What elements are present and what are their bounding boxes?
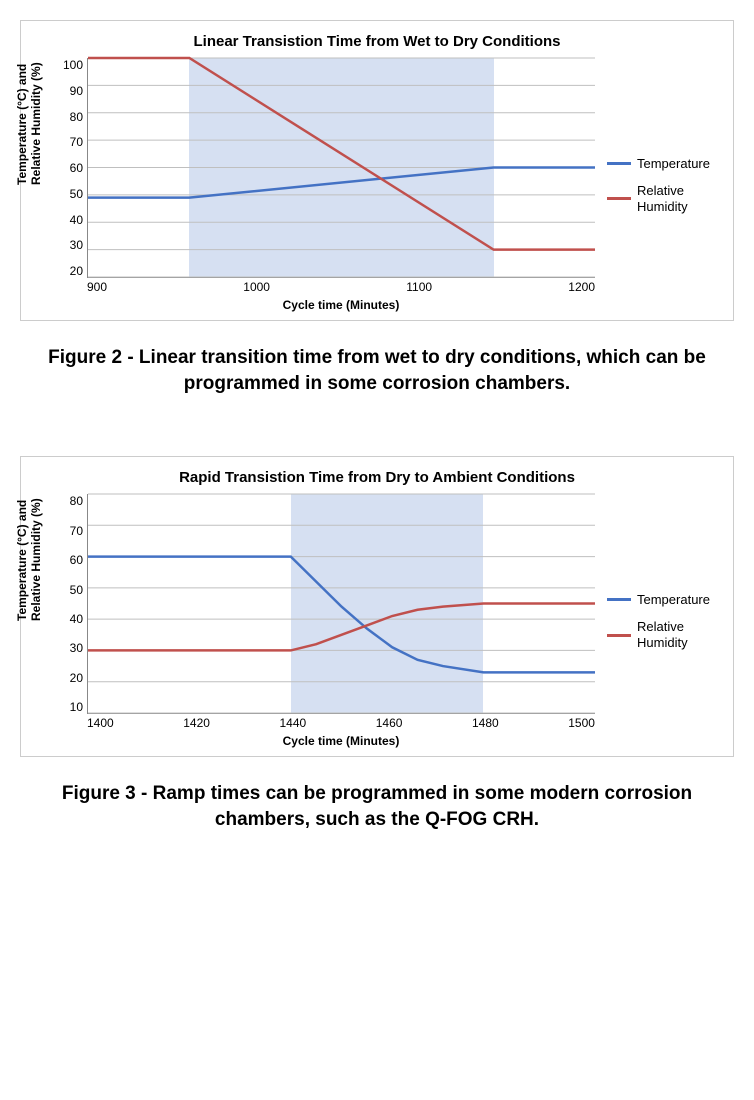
series-line bbox=[88, 557, 595, 673]
series-line bbox=[88, 168, 595, 198]
figure2-svg bbox=[88, 58, 595, 277]
ytick-label: 20 bbox=[57, 671, 83, 685]
xtick-label: 1400 bbox=[87, 716, 114, 730]
figure2-chart: Linear Transistion Time from Wet to Dry … bbox=[20, 20, 734, 321]
ytick-label: 40 bbox=[57, 612, 83, 626]
figure3-xticks: 1400 1420 1440 1460 1480 1500 bbox=[87, 716, 595, 730]
series-line bbox=[88, 58, 595, 250]
legend-swatch bbox=[607, 162, 631, 165]
legend-swatch bbox=[607, 634, 631, 637]
figure3-svg bbox=[88, 494, 595, 713]
figure3-chart: Rapid Transistion Time from Dry to Ambie… bbox=[20, 456, 734, 757]
legend-swatch bbox=[607, 598, 631, 601]
ytick-label: 100 bbox=[57, 58, 83, 72]
figure2-xlabel: Cycle time (Minutes) bbox=[87, 298, 595, 312]
figure3-body: Temperature (°C) andRelative Humidity (%… bbox=[29, 494, 725, 748]
ytick-label: 30 bbox=[57, 641, 83, 655]
xtick-label: 1000 bbox=[243, 280, 270, 294]
ytick-label: 80 bbox=[57, 110, 83, 124]
ytick-label: 60 bbox=[57, 161, 83, 175]
legend-label: Temperature bbox=[637, 156, 710, 172]
xtick-label: 1100 bbox=[406, 280, 432, 294]
figure3-plot-area bbox=[87, 494, 595, 714]
series-line bbox=[88, 604, 595, 651]
figure2-xticks: 900 1000 1100 1200 bbox=[87, 280, 595, 294]
legend-label: Temperature bbox=[637, 592, 710, 608]
ytick-label: 50 bbox=[57, 187, 83, 201]
legend-item: Temperature bbox=[607, 156, 725, 172]
figure2-plot-area bbox=[87, 58, 595, 278]
ytick-label: 80 bbox=[57, 494, 83, 508]
ytick-label: 70 bbox=[57, 524, 83, 538]
legend-item: Relative Humidity bbox=[607, 619, 725, 650]
figure3-yticks: 80 70 60 50 40 30 20 10 bbox=[57, 494, 87, 714]
legend-swatch bbox=[607, 197, 631, 200]
figure3-xlabel: Cycle time (Minutes) bbox=[87, 734, 595, 748]
ytick-label: 10 bbox=[57, 700, 83, 714]
figure2-caption: Figure 2 - Linear transition time from w… bbox=[40, 345, 714, 396]
ytick-label: 50 bbox=[57, 583, 83, 597]
xtick-label: 1500 bbox=[568, 716, 595, 730]
xtick-label: 1460 bbox=[376, 716, 403, 730]
figure3-caption: Figure 3 - Ramp times can be programmed … bbox=[40, 781, 714, 832]
xtick-label: 1480 bbox=[472, 716, 499, 730]
ytick-label: 70 bbox=[57, 135, 83, 149]
figure2-legend: Temperature Relative Humidity bbox=[595, 58, 725, 312]
figure2-body: Temperature (°C) andRelative Humidity (%… bbox=[29, 58, 725, 312]
legend-label: Relative Humidity bbox=[637, 183, 725, 214]
ytick-label: 90 bbox=[57, 84, 83, 98]
xtick-label: 1420 bbox=[183, 716, 210, 730]
xtick-label: 900 bbox=[87, 280, 107, 294]
legend-item: Relative Humidity bbox=[607, 183, 725, 214]
xtick-label: 1200 bbox=[568, 280, 595, 294]
ytick-label: 30 bbox=[57, 238, 83, 252]
figure2-yticks: 100 90 80 70 60 50 40 30 20 bbox=[57, 58, 87, 278]
legend-item: Temperature bbox=[607, 592, 725, 608]
figure3-title: Rapid Transistion Time from Dry to Ambie… bbox=[29, 469, 725, 486]
ytick-label: 20 bbox=[57, 264, 83, 278]
xtick-label: 1440 bbox=[280, 716, 307, 730]
figure2-title: Linear Transistion Time from Wet to Dry … bbox=[29, 33, 725, 50]
legend-label: Relative Humidity bbox=[637, 619, 725, 650]
figure3-legend: Temperature Relative Humidity bbox=[595, 494, 725, 748]
ytick-label: 40 bbox=[57, 213, 83, 227]
ytick-label: 60 bbox=[57, 553, 83, 567]
